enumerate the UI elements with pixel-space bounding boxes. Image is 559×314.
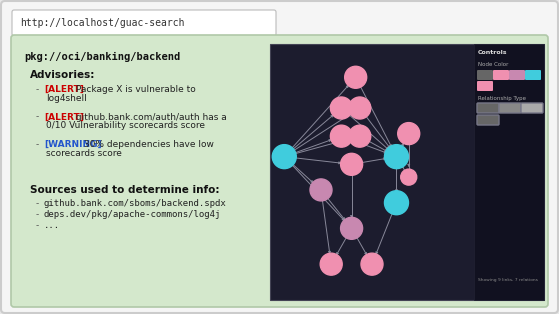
Text: Advisories:: Advisories: <box>30 70 96 80</box>
Circle shape <box>340 153 363 175</box>
Text: 0/10 Vulnerability scorecards score: 0/10 Vulnerability scorecards score <box>46 122 205 131</box>
Circle shape <box>320 253 342 275</box>
FancyBboxPatch shape <box>11 35 548 307</box>
Circle shape <box>361 253 383 275</box>
Circle shape <box>397 122 420 145</box>
Text: -: - <box>36 210 39 219</box>
FancyBboxPatch shape <box>270 44 544 300</box>
Circle shape <box>349 97 371 119</box>
Text: github.bank.com/auth/auth has a: github.bank.com/auth/auth has a <box>73 112 226 122</box>
Text: Controls: Controls <box>478 50 508 55</box>
Text: Showing 9 links, 7 relations: Showing 9 links, 7 relations <box>478 278 538 282</box>
FancyBboxPatch shape <box>521 103 543 113</box>
FancyBboxPatch shape <box>493 70 509 80</box>
Circle shape <box>349 125 371 147</box>
Text: -: - <box>36 140 39 149</box>
Text: http://localhost/guac-search: http://localhost/guac-search <box>20 18 184 28</box>
Circle shape <box>345 66 367 88</box>
Text: Node Color: Node Color <box>478 62 508 67</box>
Text: [ALERT]: [ALERT] <box>44 85 84 94</box>
FancyBboxPatch shape <box>499 103 521 113</box>
Text: -: - <box>36 199 39 208</box>
FancyBboxPatch shape <box>477 81 493 91</box>
Text: -: - <box>36 85 39 94</box>
FancyBboxPatch shape <box>12 10 276 36</box>
Text: [ALERT]: [ALERT] <box>44 112 84 122</box>
Text: -: - <box>36 221 39 230</box>
Circle shape <box>330 125 352 147</box>
FancyBboxPatch shape <box>477 103 499 113</box>
FancyBboxPatch shape <box>525 70 541 80</box>
Text: Package X is vulnerable to: Package X is vulnerable to <box>73 85 196 94</box>
Circle shape <box>385 191 409 215</box>
Text: deps.dev/pkg/apache-commons/log4j: deps.dev/pkg/apache-commons/log4j <box>44 210 221 219</box>
FancyBboxPatch shape <box>477 70 493 80</box>
Circle shape <box>330 97 352 119</box>
Circle shape <box>340 217 363 239</box>
Text: 30% dependencies have low: 30% dependencies have low <box>81 140 214 149</box>
FancyBboxPatch shape <box>474 44 544 300</box>
Circle shape <box>272 145 296 169</box>
Text: [WARNING]: [WARNING] <box>44 140 102 149</box>
Text: github.bank.com/sboms/backend.spdx: github.bank.com/sboms/backend.spdx <box>44 199 227 208</box>
Text: Sources used to determine info:: Sources used to determine info: <box>30 185 220 195</box>
Text: ...: ... <box>44 221 60 230</box>
FancyBboxPatch shape <box>477 115 499 125</box>
Circle shape <box>310 179 332 201</box>
Text: pkg://oci/banking/backend: pkg://oci/banking/backend <box>24 52 180 62</box>
FancyBboxPatch shape <box>509 70 525 80</box>
Circle shape <box>385 145 409 169</box>
Text: -: - <box>36 112 39 122</box>
Circle shape <box>401 169 416 185</box>
Text: scorecards score: scorecards score <box>46 149 122 158</box>
Text: log4shell: log4shell <box>46 94 87 103</box>
Text: Relationship Type: Relationship Type <box>478 96 526 101</box>
